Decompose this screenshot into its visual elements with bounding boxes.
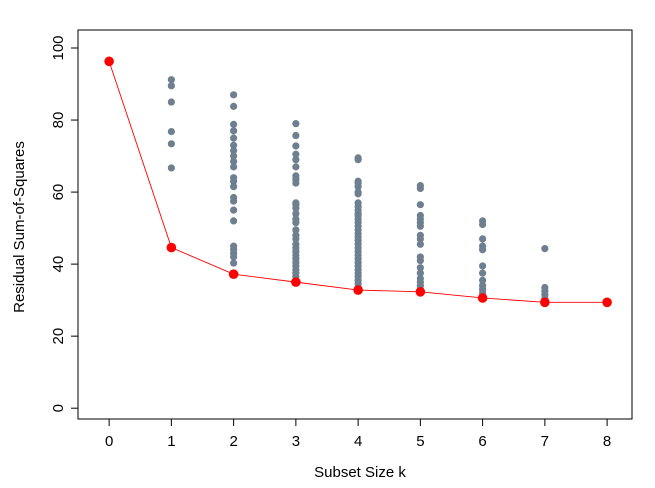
x-tick-label: 3 [292, 433, 300, 450]
best-subset-point [353, 285, 363, 295]
x-tick-label: 4 [354, 433, 362, 450]
subset-point [479, 276, 487, 284]
subset-point [416, 235, 424, 243]
best-subset-series [104, 56, 612, 308]
subset-point [230, 127, 238, 135]
subset-point [230, 183, 238, 191]
subset-point [416, 222, 424, 230]
y-tick-label: 40 [50, 256, 67, 273]
subset-point [292, 142, 300, 150]
subset-point [230, 134, 238, 142]
best-subset-point [540, 297, 550, 308]
subset-point [230, 253, 238, 261]
subset-point [230, 141, 238, 149]
subset-point [230, 152, 238, 160]
subset-point [479, 235, 487, 243]
y-tick-label: 100 [50, 35, 67, 60]
subset-point [230, 217, 238, 225]
subset-point [416, 201, 424, 209]
y-tick-label: 0 [50, 404, 67, 412]
subset-point [230, 197, 238, 205]
subset-point [541, 245, 549, 253]
subset-point [230, 102, 238, 110]
subset-point [292, 150, 300, 158]
subset-point [292, 163, 300, 171]
best-subset-point [166, 242, 177, 253]
y-tick-label: 20 [50, 328, 67, 345]
subset-point [230, 163, 238, 171]
subset-point [479, 269, 487, 277]
subset-point [230, 91, 238, 99]
y-axis-title: Residual Sum-of-Squares [11, 141, 28, 313]
subset-point [479, 220, 487, 229]
subset-point [416, 264, 424, 272]
subset-point [292, 204, 300, 212]
x-axis-title: Subset Size k [314, 464, 406, 481]
subset-point [292, 226, 300, 234]
x-tick-label: 6 [478, 433, 486, 450]
subset-point [167, 76, 175, 84]
subset-point [292, 219, 300, 227]
best-subset-point [291, 277, 301, 287]
y-axis: 0 20 40 60 80 100 [50, 35, 79, 412]
subset-point [416, 256, 424, 265]
x-tick-label: 7 [541, 433, 549, 450]
subset-point [230, 157, 238, 166]
subset-point [292, 179, 300, 187]
best-subset-point [104, 56, 114, 67]
subset-point [167, 140, 175, 148]
subset-point [416, 240, 424, 248]
subset-point [354, 156, 362, 164]
subset-point [479, 246, 487, 254]
best-subset-point [477, 293, 488, 303]
y-tick-label: 60 [50, 184, 67, 201]
subset-point [167, 98, 175, 106]
x-axis: 0 1 2 3 4 5 6 7 8 [105, 418, 611, 450]
subset-point [230, 147, 238, 155]
best-subset-point [228, 269, 239, 280]
subset-point [416, 269, 424, 277]
subset-point [354, 190, 362, 198]
subset-point [292, 120, 300, 128]
subset-point [292, 235, 300, 243]
y-tick-label: 80 [50, 112, 67, 129]
x-tick-label: 5 [416, 433, 424, 450]
subset-point [292, 156, 300, 164]
subset-point [416, 184, 424, 193]
subset-point [230, 120, 238, 128]
subset-point [354, 183, 362, 191]
subset-point [230, 259, 238, 267]
x-tick-label: 8 [603, 433, 611, 450]
x-tick-label: 2 [229, 433, 237, 450]
best-subset-point [602, 297, 612, 308]
subset-point [479, 262, 487, 270]
subset-point [230, 206, 238, 214]
best-subset-point [415, 287, 426, 297]
subset-point [167, 127, 175, 136]
subset-point [292, 210, 300, 218]
subset-point [292, 131, 300, 140]
subset-point [230, 177, 238, 185]
all-subsets-points [167, 76, 611, 306]
x-tick-label: 1 [167, 433, 175, 450]
subset-point [167, 82, 175, 90]
subset-point [167, 164, 175, 172]
x-tick-label: 0 [105, 433, 113, 450]
